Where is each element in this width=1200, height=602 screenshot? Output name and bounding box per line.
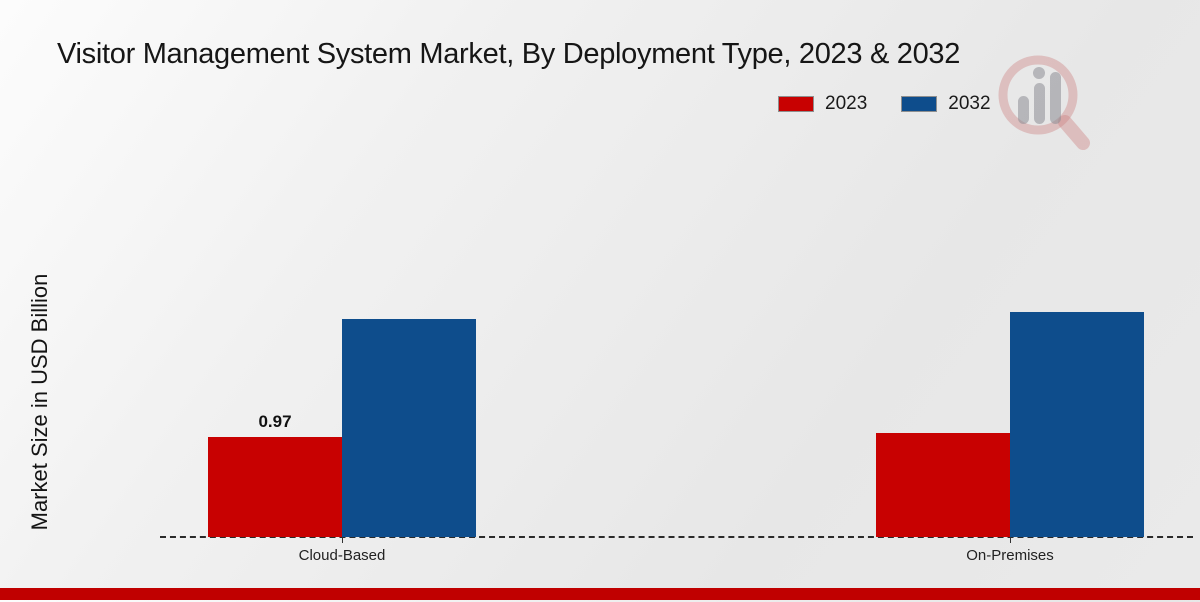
chart-title: Visitor Management System Market, By Dep… [57, 38, 961, 70]
bar-2023-on-premises [876, 433, 1010, 537]
legend-item-2032: 2032 [901, 93, 991, 115]
legend-label-2032: 2032 [948, 93, 991, 114]
legend: 2023 2032 [778, 93, 1011, 115]
bar-2023-cloud-based [208, 437, 342, 537]
category-label-on-premises: On-Premises [966, 547, 1054, 564]
x-axis-baseline [160, 536, 1193, 538]
legend-item-2023: 2023 [778, 93, 867, 115]
market-research-logo-icon [998, 55, 1090, 150]
footer-accent-strip [0, 588, 1200, 600]
bar-2032-cloud-based [342, 319, 476, 537]
bar-2032-on-premises [1010, 312, 1144, 537]
legend-swatch-2023 [778, 96, 814, 112]
x-axis-tick-cloud-based [342, 537, 343, 543]
x-axis-tick-on-premises [1010, 537, 1011, 543]
bar-value-label-2023-cloud-based: 0.97 [258, 412, 292, 431]
legend-label-2023: 2023 [825, 93, 868, 114]
legend-swatch-2032 [901, 96, 938, 112]
category-label-cloud-based: Cloud-Based [298, 547, 386, 564]
